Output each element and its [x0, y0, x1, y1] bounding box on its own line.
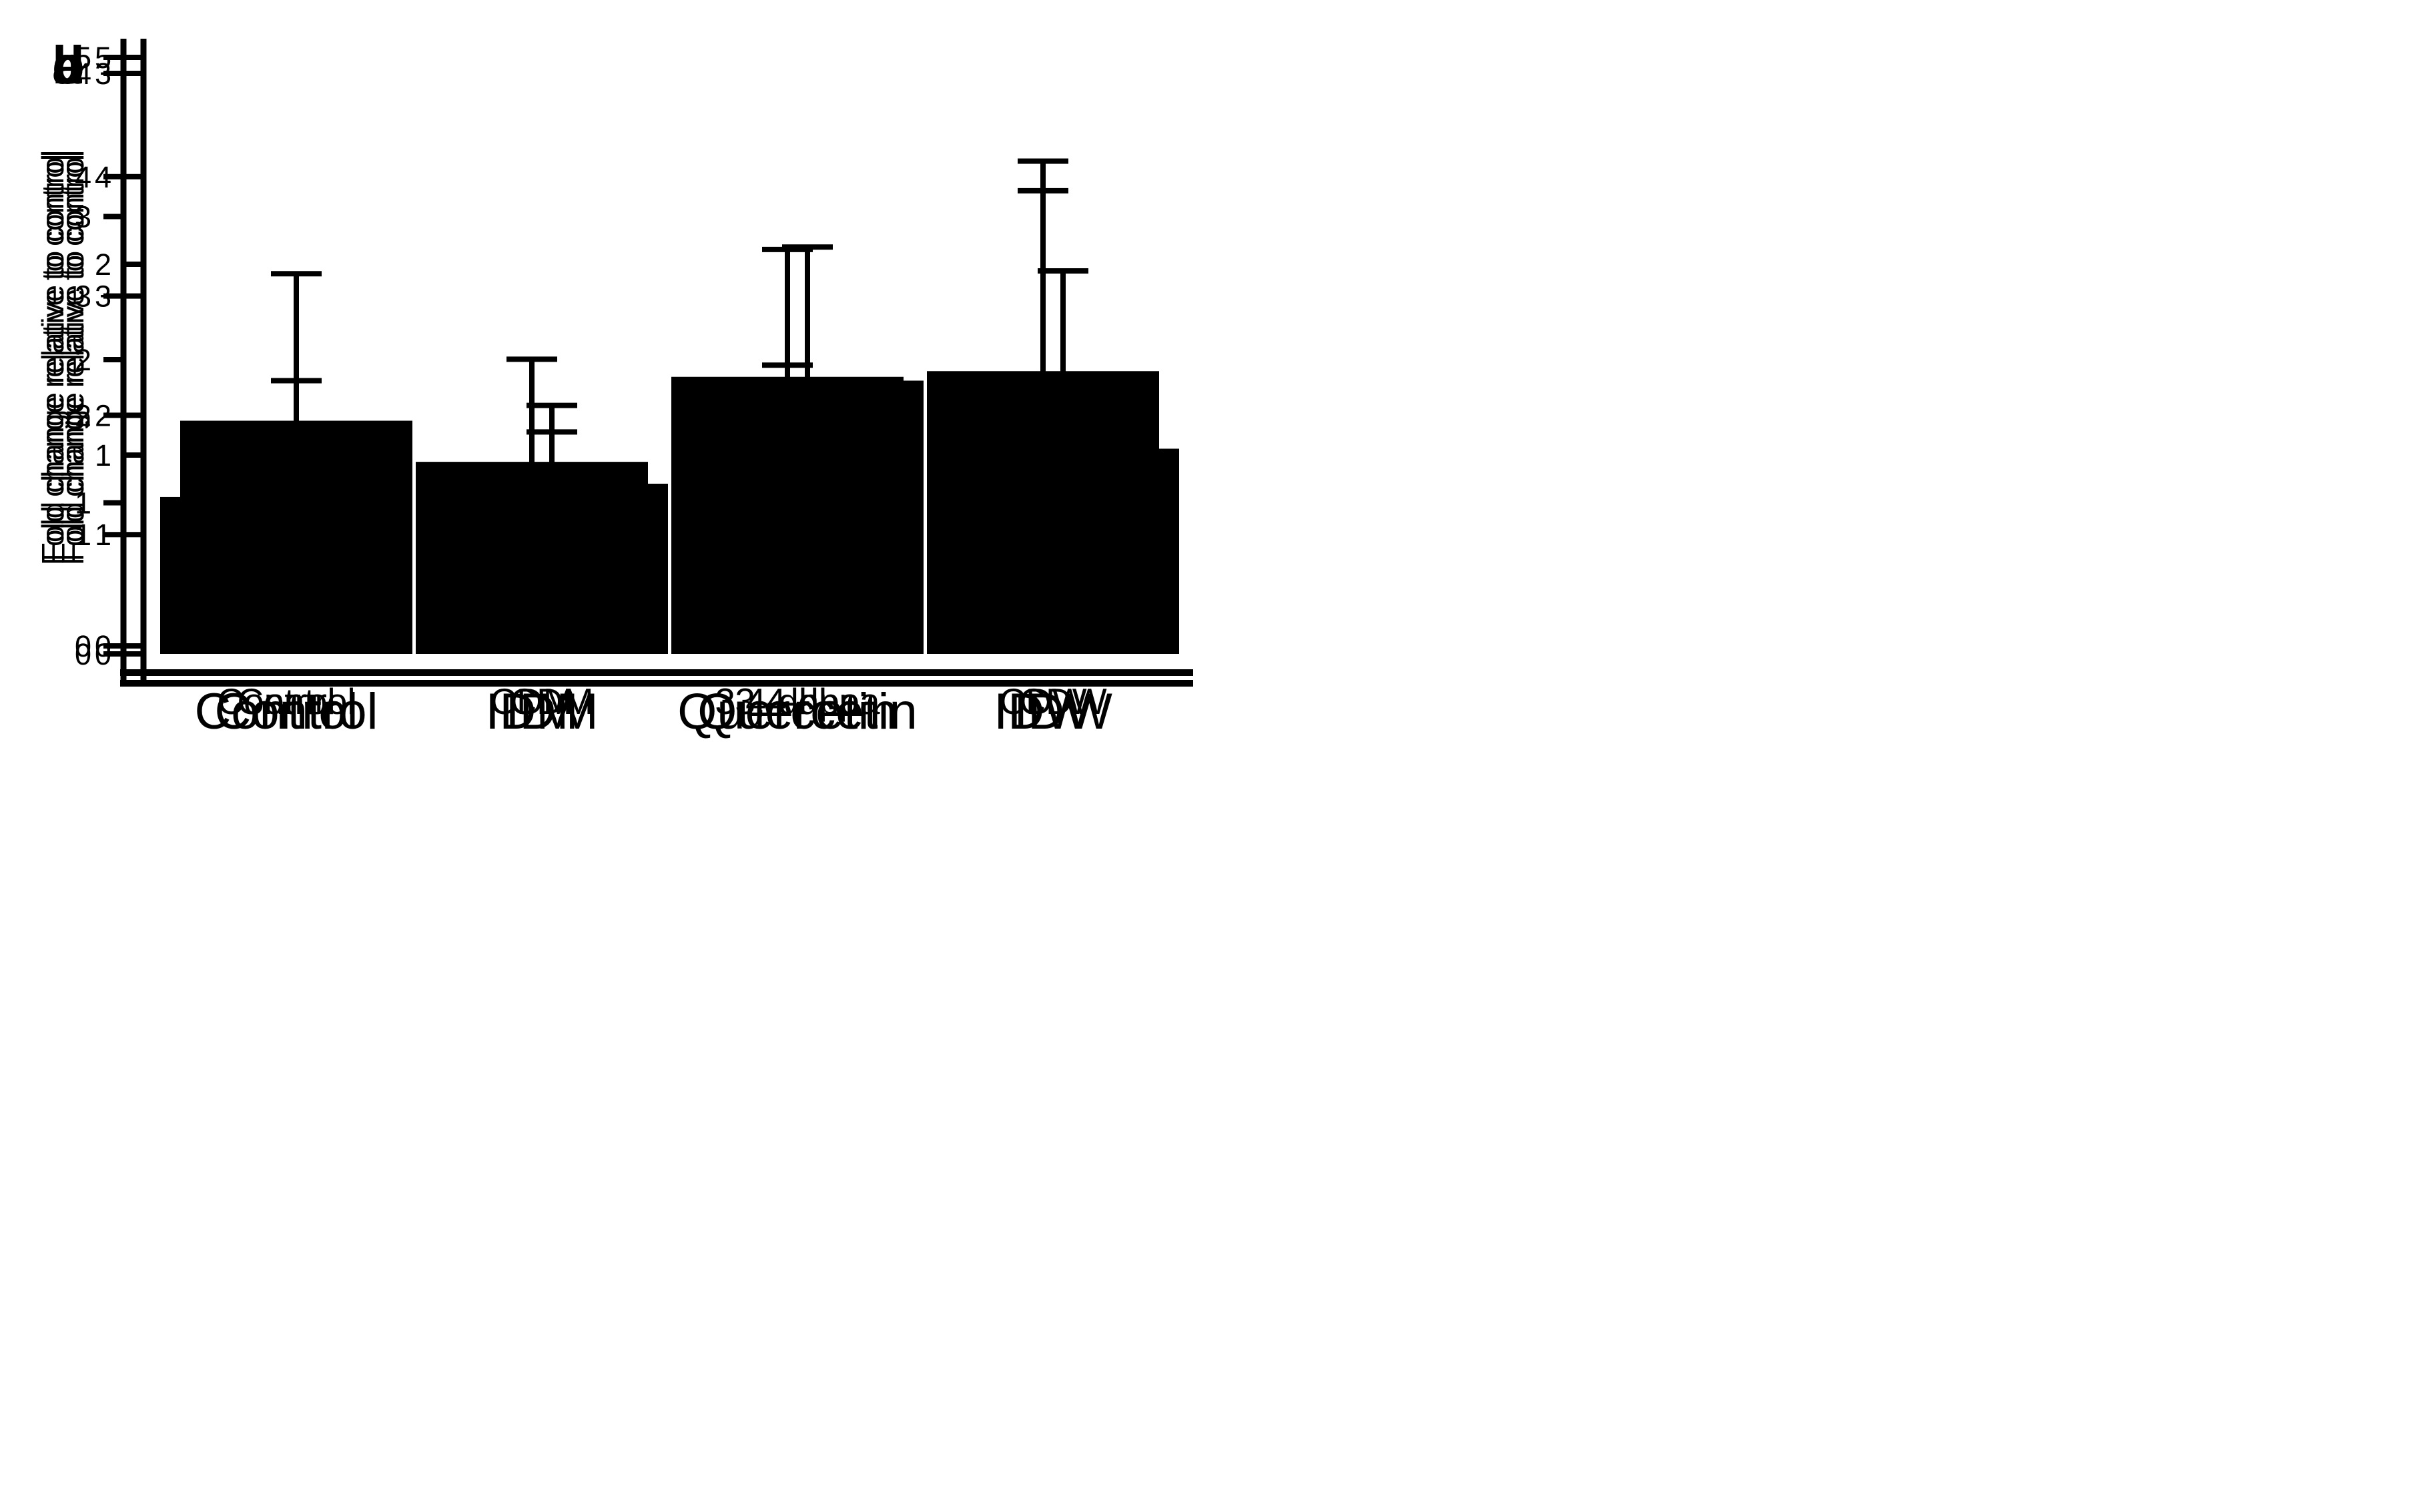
- x-category-label-idw: IDW: [1014, 683, 1112, 740]
- y-tick-label-2: 2: [75, 398, 91, 432]
- x-category-label-quercetin: Quercetin: [677, 683, 898, 740]
- y-tick-label-1: 1: [95, 438, 111, 472]
- y-axis-title: Fold change relative to control: [55, 154, 90, 565]
- y-tick-label-3: 3: [75, 200, 91, 234]
- y-tick-label-1: 1: [75, 518, 91, 552]
- panel-d: 0 1 2 3 4 5 Fold change relative to control d Co…: [0, 0, 1208, 756]
- x-category-label-control: Control: [217, 681, 335, 722]
- y-tick-label-0: 0: [75, 637, 91, 671]
- bar-cdm: [416, 462, 648, 654]
- x-category-label-cdw: CDW: [999, 681, 1086, 722]
- bar-3-4-dhpa: [671, 507, 904, 654]
- x-category-label-idm: IDM: [505, 683, 598, 740]
- panel-letter-a: a: [52, 35, 82, 95]
- x-category-label-cdw: CDW: [1019, 681, 1106, 722]
- panel-letter-b: b: [52, 35, 85, 95]
- x-category-label-control: Control: [195, 683, 358, 740]
- y-axis-title: Fold change relative to control: [35, 150, 70, 561]
- bar-control: [160, 522, 392, 654]
- x-category-label-quercetin: Quercetin: [697, 683, 918, 740]
- y-axis-title: Fold change relative to control: [55, 150, 90, 561]
- x-category-label-control: Control: [215, 683, 378, 740]
- y-axis-title: Fold change relative to control: [35, 154, 70, 565]
- x-category-label-idw: IDW: [994, 683, 1092, 740]
- y-tick-label-2: 2: [95, 248, 111, 282]
- panel-letter-c: c: [52, 35, 82, 95]
- x-category-label-cdm: CDM: [490, 681, 573, 722]
- y-tick-label-3: 3: [75, 280, 91, 314]
- bar-cdw: [927, 371, 1159, 654]
- x-category-label-idm: IDM: [485, 683, 578, 740]
- x-category-label-cdm: CDM: [510, 681, 593, 722]
- x-category-label-3-4-dhpa: 3,4-dhpa: [735, 681, 880, 722]
- x-category-label-3-4-dhpa: 3,4-dhpa: [715, 681, 860, 722]
- y-tick-label-2: 2: [75, 343, 91, 377]
- y-tick-label-4: 4: [75, 57, 91, 91]
- y-tick-label-1: 1: [75, 486, 91, 520]
- y-tick-label-5: 5: [75, 41, 91, 75]
- y-tick-label-4: 4: [75, 160, 91, 194]
- y-tick-label-0: 0: [75, 629, 91, 663]
- panel-letter-d: d: [52, 35, 85, 95]
- x-category-label-control: Control: [237, 681, 355, 722]
